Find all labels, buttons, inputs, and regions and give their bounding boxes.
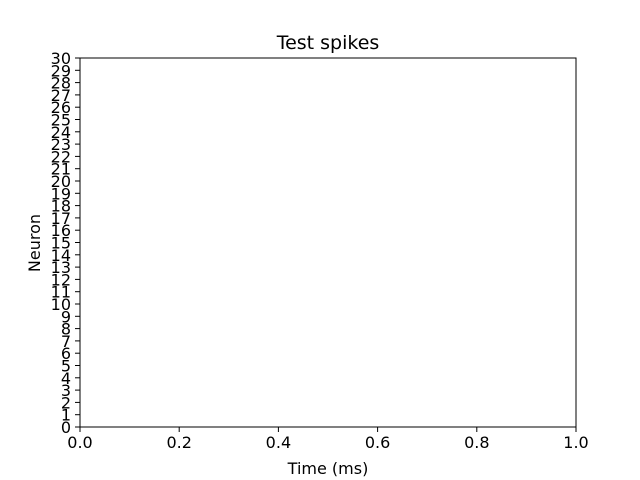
y-tick-label: 22 [51, 147, 71, 166]
chart-title: Test spikes [276, 32, 380, 54]
y-tick-label: 24 [51, 123, 71, 142]
x-tick-label: 0.6 [365, 433, 390, 452]
y-tick-label: 26 [51, 98, 71, 117]
y-tick-label: 15 [51, 234, 71, 253]
x-tick-label: 0.2 [166, 433, 191, 452]
y-tick-label: 13 [51, 258, 71, 277]
y-tick-label: 0 [61, 418, 71, 437]
y-tick-label: 10 [51, 295, 71, 314]
y-tick-label: 20 [51, 172, 71, 191]
y-tick-label: 2 [61, 393, 71, 412]
y-tick-label: 7 [61, 332, 71, 351]
x-tick-label: 1.0 [563, 433, 588, 452]
y-tick-label: 8 [61, 320, 71, 339]
x-tick-label: 0.0 [67, 433, 92, 452]
x-tick-label: 0.8 [464, 433, 489, 452]
x-axis-label: Time (ms) [287, 459, 369, 478]
y-tick-label: 17 [51, 209, 71, 228]
y-tick-label: 3 [61, 381, 71, 400]
y-tick-label: 12 [51, 270, 71, 289]
y-tick-label: 21 [51, 160, 71, 179]
y-tick-label: 30 [51, 49, 71, 68]
y-tick-label: 1 [61, 406, 71, 425]
y-tick-label: 16 [51, 221, 71, 240]
x-tick-label: 0.4 [266, 433, 291, 452]
y-axis-label: Neuron [25, 214, 44, 272]
x-axis-ticks: 0.0 0.2 0.4 0.6 0.8 1.0 [67, 427, 589, 452]
y-tick-label: 11 [51, 283, 71, 302]
y-axis-ticks: 0123456789101112131415161718192021222324… [51, 49, 80, 437]
y-tick-label: 18 [51, 197, 71, 216]
y-tick-label: 14 [51, 246, 71, 265]
y-tick-label: 27 [51, 86, 71, 105]
y-tick-label: 19 [51, 184, 71, 203]
y-tick-label: 25 [51, 111, 71, 130]
y-tick-label: 9 [61, 307, 71, 326]
y-tick-label: 4 [61, 369, 71, 388]
y-tick-label: 5 [61, 357, 71, 376]
y-tick-label: 6 [61, 344, 71, 363]
y-tick-label: 29 [51, 61, 71, 80]
y-tick-label: 23 [51, 135, 71, 154]
y-tick-label: 28 [51, 74, 71, 93]
